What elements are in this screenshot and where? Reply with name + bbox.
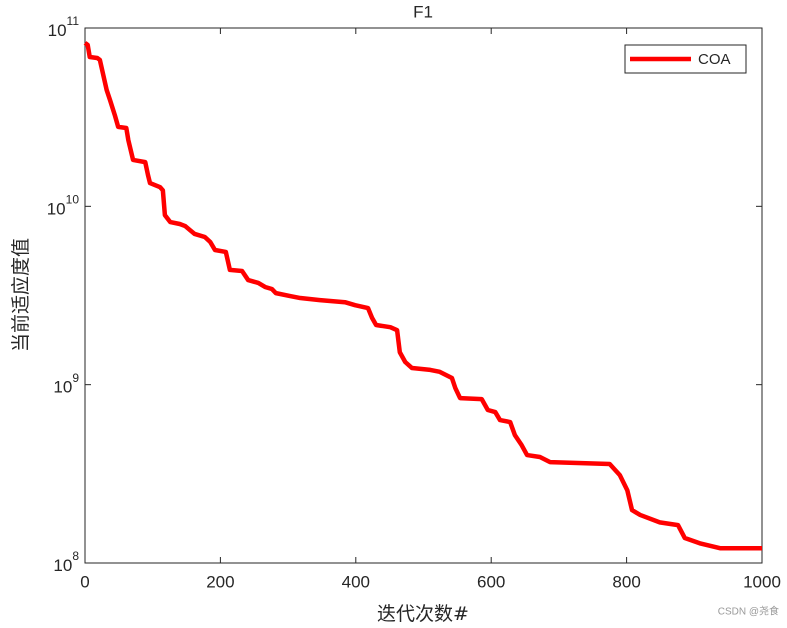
x-axis-label: 迭代次数# bbox=[377, 603, 469, 625]
x-tick-label: 200 bbox=[206, 572, 234, 591]
y-tick-label: 10 bbox=[47, 200, 66, 219]
y-tick-label: 10 bbox=[48, 21, 67, 40]
y-tick-base: 10 bbox=[47, 200, 66, 219]
y-tick-label: 10 bbox=[53, 378, 72, 397]
y-tick-label: 10 bbox=[53, 556, 72, 575]
data-line bbox=[83, 41, 762, 551]
y-tick-exponent: 10 bbox=[66, 193, 80, 207]
y-tick-base: 10 bbox=[53, 378, 72, 397]
legend-label: COA bbox=[698, 51, 731, 68]
x-tick-label: 1000 bbox=[743, 572, 781, 591]
y-tick-exponent: 11 bbox=[67, 14, 80, 28]
y-tick-exponent: 8 bbox=[72, 549, 79, 563]
watermark: CSDN @尧食 bbox=[718, 605, 779, 618]
y-tick-exponent: 9 bbox=[72, 371, 79, 385]
y-axis-label: 当前适应度值 bbox=[10, 238, 32, 352]
plot-frame bbox=[84, 27, 763, 564]
y-tick-base: 10 bbox=[53, 556, 72, 575]
chart-title: F1 bbox=[413, 2, 433, 21]
x-tick-label: 400 bbox=[342, 572, 370, 591]
y-tick-base: 10 bbox=[48, 21, 67, 40]
x-tick-label: 800 bbox=[612, 572, 640, 591]
x-tick-label: 0 bbox=[80, 572, 89, 591]
x-tick-label: 600 bbox=[477, 572, 505, 591]
